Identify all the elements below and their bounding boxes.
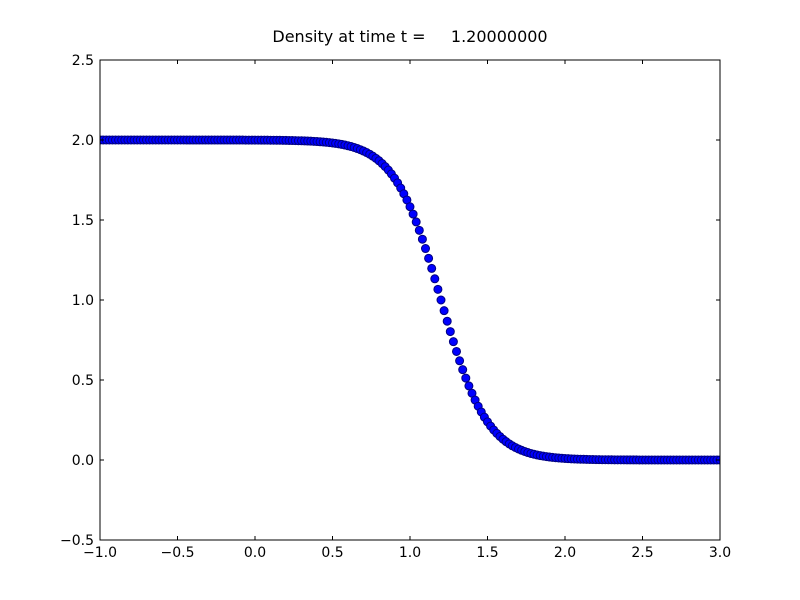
x-tick-label: 1.0: [399, 545, 421, 561]
data-series-density: [100, 135, 720, 465]
data-point-marker: [464, 381, 474, 391]
x-tick-label: 1.5: [476, 545, 498, 561]
x-tick-label: 2.0: [554, 545, 576, 561]
data-point-marker: [452, 346, 461, 356]
data-point-marker: [458, 365, 468, 375]
y-tick-label: −0.5: [60, 533, 94, 549]
data-point-marker: [430, 274, 440, 284]
data-point-marker: [421, 244, 430, 254]
y-tick-label: 2.5: [72, 53, 94, 69]
data-point-marker: [414, 225, 424, 235]
data-point-marker: [433, 284, 443, 294]
axes-frame: [99, 59, 721, 541]
data-point-marker: [417, 234, 427, 244]
data-point-marker: [445, 327, 455, 337]
x-tick-label: −0.5: [161, 545, 195, 561]
y-tick-label: 1.0: [72, 293, 94, 309]
data-point-marker: [427, 263, 437, 273]
data-point-marker: [448, 337, 458, 347]
data-point-marker: [436, 295, 446, 305]
x-tick-label: 2.5: [631, 545, 653, 561]
x-tick-label: 0.5: [321, 545, 343, 561]
x-tick-label: 0.0: [244, 545, 266, 561]
data-point-marker: [442, 316, 452, 326]
y-tick-label: 1.5: [72, 213, 94, 229]
data-point-marker: [455, 356, 465, 366]
chart-title: Density at time t = 1.20000000: [272, 27, 548, 46]
data-point-marker: [408, 209, 418, 219]
data-point-marker: [411, 217, 421, 227]
data-point-marker: [424, 253, 434, 263]
x-tick-label: 3.0: [709, 545, 731, 561]
data-point-marker: [439, 306, 449, 316]
y-tick-label: 0.0: [72, 453, 94, 469]
data-point-marker: [461, 373, 471, 383]
y-tick-label: 2.0: [72, 133, 94, 149]
y-tick-label: 0.5: [72, 373, 94, 389]
x-tick-label: −1.0: [83, 545, 117, 561]
data-point-marker: [405, 202, 415, 212]
